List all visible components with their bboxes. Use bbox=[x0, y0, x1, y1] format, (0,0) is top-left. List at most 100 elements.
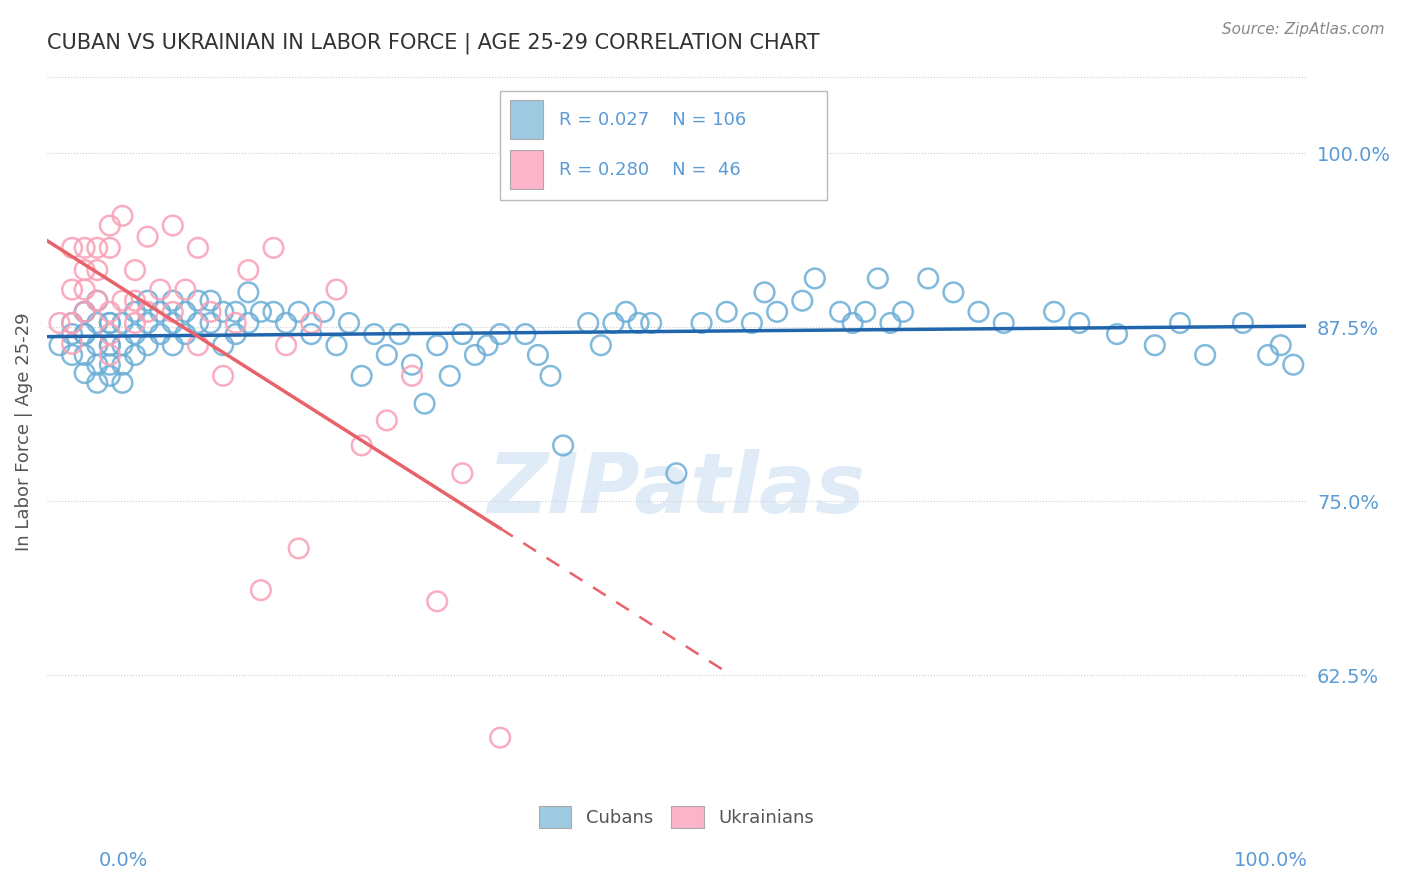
Point bbox=[238, 285, 260, 300]
Point bbox=[86, 293, 108, 308]
Point bbox=[174, 327, 197, 342]
Point bbox=[225, 316, 247, 330]
Point bbox=[98, 241, 121, 255]
Point bbox=[225, 305, 247, 319]
Point bbox=[1270, 338, 1292, 352]
Point bbox=[274, 338, 297, 352]
Point bbox=[477, 338, 499, 352]
Point bbox=[73, 366, 96, 380]
Point bbox=[60, 316, 83, 330]
Point bbox=[627, 316, 650, 330]
Point bbox=[60, 283, 83, 297]
Point bbox=[853, 305, 876, 319]
Point bbox=[174, 283, 197, 297]
Point bbox=[98, 316, 121, 330]
Point bbox=[111, 316, 134, 330]
Point bbox=[551, 438, 574, 452]
Point bbox=[136, 338, 159, 352]
Point bbox=[250, 305, 273, 319]
Point bbox=[136, 316, 159, 330]
Point bbox=[136, 229, 159, 244]
Point bbox=[350, 368, 373, 383]
Point bbox=[98, 338, 121, 352]
Point bbox=[225, 327, 247, 342]
Point bbox=[602, 316, 624, 330]
Point bbox=[337, 316, 360, 330]
Point bbox=[111, 293, 134, 308]
Point bbox=[238, 263, 260, 277]
Point bbox=[124, 305, 146, 319]
Point bbox=[86, 376, 108, 390]
Legend: Cubans, Ukrainians: Cubans, Ukrainians bbox=[531, 798, 821, 835]
Point bbox=[426, 338, 449, 352]
Point bbox=[60, 241, 83, 255]
Text: ZIPatlas: ZIPatlas bbox=[488, 449, 865, 530]
Point bbox=[86, 338, 108, 352]
Point bbox=[489, 327, 512, 342]
Point bbox=[540, 368, 562, 383]
Point bbox=[111, 209, 134, 223]
Point bbox=[86, 358, 108, 372]
Point bbox=[98, 368, 121, 383]
Point bbox=[325, 338, 347, 352]
Point bbox=[1257, 348, 1279, 362]
Point bbox=[200, 316, 222, 330]
Text: Source: ZipAtlas.com: Source: ZipAtlas.com bbox=[1222, 22, 1385, 37]
Point bbox=[187, 241, 209, 255]
Point bbox=[439, 368, 461, 383]
Point bbox=[250, 583, 273, 598]
Point bbox=[879, 316, 901, 330]
Point bbox=[1105, 327, 1128, 342]
Point bbox=[98, 327, 121, 342]
Point bbox=[200, 293, 222, 308]
Point bbox=[426, 594, 449, 608]
Point bbox=[766, 305, 789, 319]
Point bbox=[86, 263, 108, 277]
Point bbox=[841, 316, 863, 330]
Point bbox=[200, 305, 222, 319]
Point bbox=[299, 316, 322, 330]
Point bbox=[274, 316, 297, 330]
Point bbox=[325, 283, 347, 297]
Point bbox=[73, 327, 96, 342]
Text: CUBAN VS UKRAINIAN IN LABOR FORCE | AGE 25-29 CORRELATION CHART: CUBAN VS UKRAINIAN IN LABOR FORCE | AGE … bbox=[46, 33, 820, 54]
Point bbox=[299, 327, 322, 342]
Point bbox=[1282, 358, 1305, 372]
Point bbox=[212, 338, 235, 352]
Point bbox=[287, 541, 309, 556]
Point bbox=[1043, 305, 1066, 319]
Point bbox=[162, 305, 184, 319]
Point bbox=[589, 338, 612, 352]
Point bbox=[98, 348, 121, 362]
Point bbox=[86, 293, 108, 308]
Point bbox=[967, 305, 990, 319]
Point bbox=[162, 338, 184, 352]
Point bbox=[614, 305, 637, 319]
Point bbox=[401, 358, 423, 372]
Point bbox=[212, 368, 235, 383]
Point bbox=[993, 316, 1015, 330]
Point bbox=[464, 348, 486, 362]
Point bbox=[413, 397, 436, 411]
Point bbox=[754, 285, 776, 300]
Point bbox=[312, 305, 335, 319]
Point bbox=[124, 263, 146, 277]
Point bbox=[363, 327, 385, 342]
Point bbox=[60, 327, 83, 342]
Point bbox=[690, 316, 713, 330]
Point bbox=[149, 327, 172, 342]
Point bbox=[98, 316, 121, 330]
Point bbox=[1143, 338, 1166, 352]
Point bbox=[48, 338, 70, 352]
Point bbox=[60, 316, 83, 330]
Point bbox=[942, 285, 965, 300]
Point bbox=[527, 348, 550, 362]
Point bbox=[187, 338, 209, 352]
Point bbox=[828, 305, 851, 319]
Point bbox=[187, 293, 209, 308]
Point bbox=[640, 316, 662, 330]
Point bbox=[98, 358, 121, 372]
Point bbox=[48, 316, 70, 330]
Point bbox=[212, 305, 235, 319]
Point bbox=[162, 219, 184, 233]
